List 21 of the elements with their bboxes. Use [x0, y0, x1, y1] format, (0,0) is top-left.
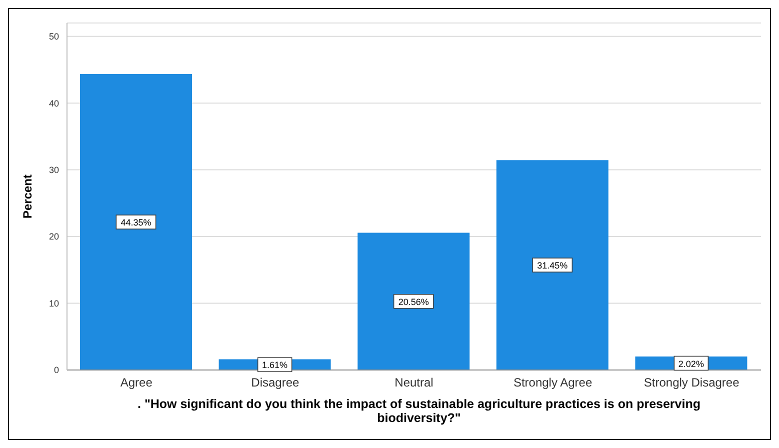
- data-label: 20.56%: [398, 296, 429, 307]
- data-label: 1.61%: [262, 360, 288, 370]
- y-tick-label: 10: [48, 298, 59, 308]
- y-tick-label: 40: [48, 98, 59, 108]
- data-label: 2.02%: [678, 358, 704, 369]
- x-tick-label: Strongly Disagree: [644, 376, 740, 390]
- bar: [496, 160, 608, 370]
- y-tick-label: 30: [48, 165, 59, 176]
- data-label: 44.35%: [120, 218, 152, 228]
- y-tick-label: 20: [48, 232, 59, 242]
- x-tick-label: Neutral: [394, 376, 434, 390]
- x-tick-label: Agree: [120, 376, 153, 390]
- x-axis-title: . "How significant do you think the impact of sustainable agriculture practices is on preserving biodiversity?": [136, 397, 702, 425]
- bar: [358, 232, 470, 370]
- y-axis-title: Percent: [20, 174, 34, 219]
- data-label: 31.45%: [537, 260, 568, 271]
- bar: [80, 74, 192, 370]
- x-tick-label: Disagree: [251, 376, 300, 390]
- x-tick-label: Strongly Agree: [513, 376, 592, 390]
- y-tick-label: 50: [48, 32, 59, 42]
- y-tick-label: 0: [54, 365, 59, 376]
